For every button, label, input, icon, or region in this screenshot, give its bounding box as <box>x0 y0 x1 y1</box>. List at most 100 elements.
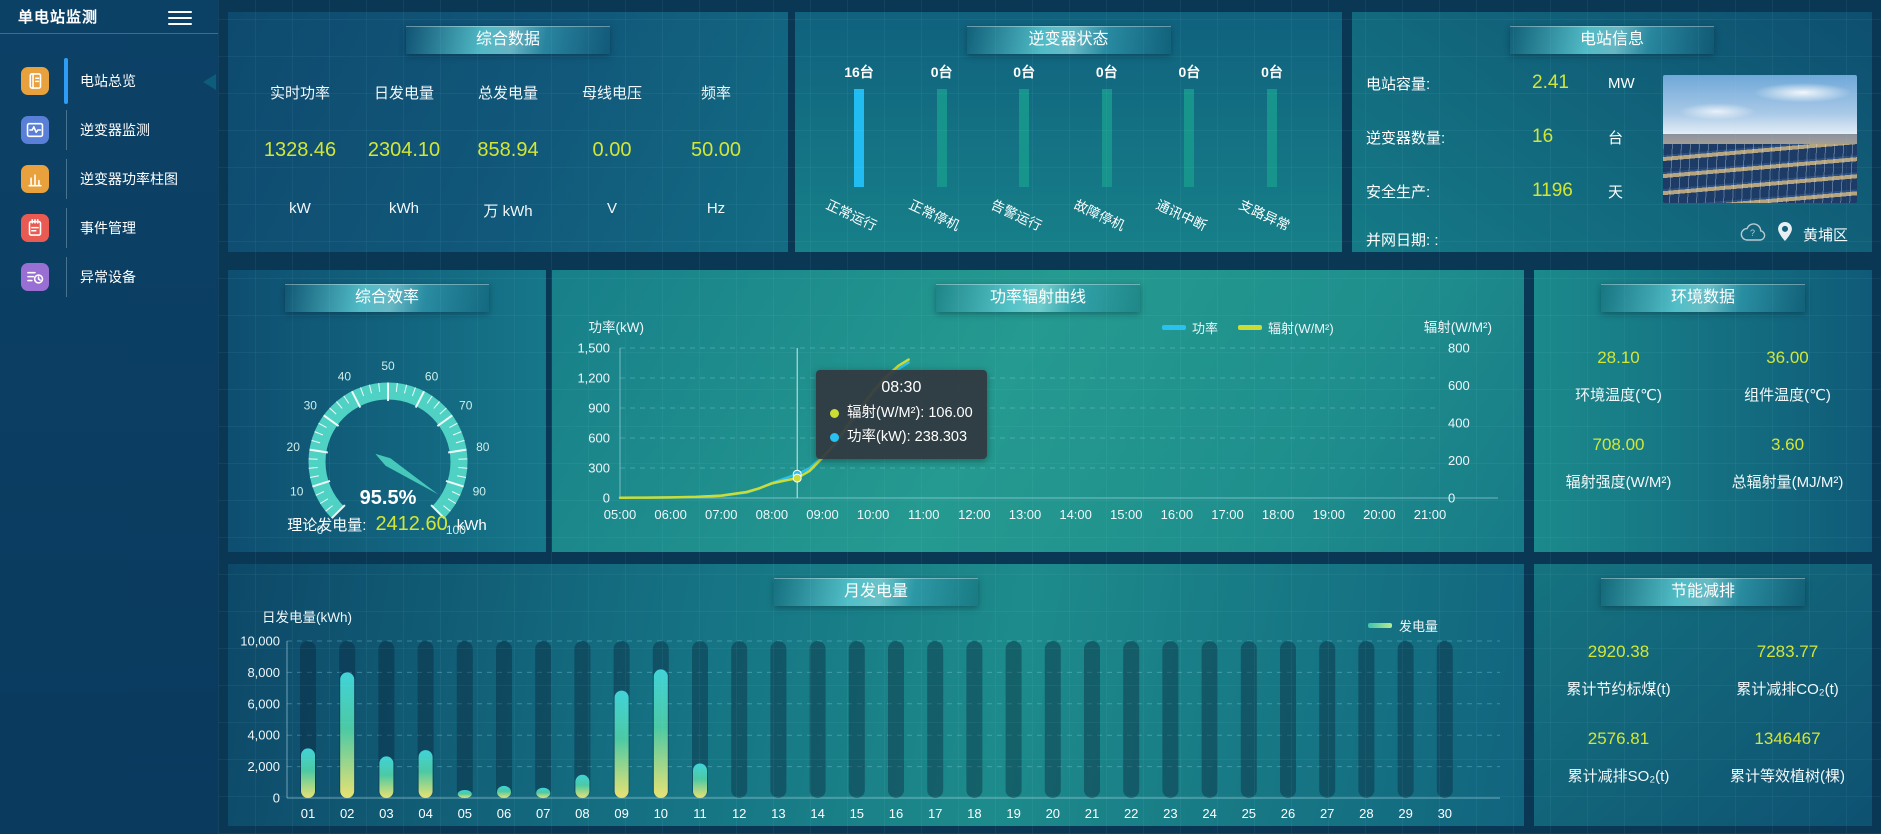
svg-text:17: 17 <box>928 806 942 821</box>
svg-text:8,000: 8,000 <box>247 665 280 680</box>
book-icon <box>21 66 49 95</box>
inverter-status-label: 故障停机 <box>1071 197 1127 234</box>
station-info-row-1: 电站容量: 2.41 MW <box>1366 56 1662 110</box>
info-label: 安全生产: <box>1366 183 1431 201</box>
menu-item-rule <box>66 158 67 199</box>
menu-item-rule <box>66 207 67 248</box>
svg-text:09: 09 <box>614 806 628 821</box>
metric-label: 总发电量 <box>477 85 538 102</box>
tooltip-row: 功率(kW): 238.303 <box>830 425 973 449</box>
metric-label: 组件温度(℃) <box>1744 387 1831 404</box>
svg-text:15:00: 15:00 <box>1110 507 1143 522</box>
panel-title-badge: 月发电量 <box>774 578 978 606</box>
location-pin-icon[interactable] <box>1778 222 1792 246</box>
svg-text:19:00: 19:00 <box>1312 507 1345 522</box>
panel-title: 环境数据 <box>1670 289 1735 306</box>
theoretical-energy-value: 2412.60 <box>375 513 448 535</box>
svg-text:50: 50 <box>381 359 395 373</box>
sidebar-item-label: 逆变器功率柱图 <box>80 170 178 187</box>
sidebar-item-4[interactable]: 事件管理 <box>0 203 218 252</box>
line-chart-legend: 功率 辐射(W/M²) <box>1162 318 1334 337</box>
svg-text:23: 23 <box>1163 806 1177 821</box>
station-location: 黄埔区 <box>1802 226 1848 244</box>
svg-text:13: 13 <box>771 806 785 821</box>
svg-text:0: 0 <box>317 523 324 537</box>
svg-text:17:00: 17:00 <box>1211 507 1244 522</box>
svg-text:10,000: 10,000 <box>240 634 280 649</box>
sidebar-menu: 电站总览逆变器监测逆变器功率柱图事件管理异常设备 <box>0 34 218 301</box>
svg-text:04: 04 <box>418 806 432 821</box>
svg-text:2,000: 2,000 <box>247 759 280 774</box>
panel-overview-data: 综合数据 实时功率 1328.46 kW 日发电量 2304.10 kWh 总发电量 858.… <box>228 12 788 252</box>
info-label: 逆变器数量: <box>1366 129 1446 147</box>
svg-text:6,000: 6,000 <box>247 696 280 711</box>
main-content: 综合数据 实时功率 1328.46 kW 日发电量 2304.10 kWh 总发电量 858.… <box>218 0 1881 834</box>
svg-text:日发电量(kWh): 日发电量(kWh) <box>262 610 352 625</box>
svg-text:20: 20 <box>287 440 301 454</box>
station-info-row-2: 逆变器数量: 16 台 <box>1366 110 1662 164</box>
svg-text:100: 100 <box>446 523 466 537</box>
panel-title: 月发电量 <box>843 583 908 600</box>
metric-value: 1328.46 <box>263 139 337 161</box>
sidebar-item-label: 逆变器监测 <box>80 121 150 138</box>
environment-metric-2: 36.00 组件温度(℃) <box>1703 348 1872 405</box>
monthly-energy-chart[interactable]: 0 2,000 4,000 6,000 8,000 10,000 日发电量(kWh) 01 02… <box>228 564 1524 826</box>
theoretical-energy-unit: kWh <box>456 517 487 534</box>
summary-metric-3: 总发电量 858.94 万 kWh <box>456 68 560 252</box>
svg-text:09:00: 09:00 <box>806 507 839 522</box>
environment-metric-3: 708.00 辐射强度(W/M²) <box>1534 435 1703 492</box>
panel-title-badge: 环境数据 <box>1601 284 1805 312</box>
legend-dash-icon <box>1162 325 1186 330</box>
svg-text:80: 80 <box>476 440 490 454</box>
station-photo <box>1663 75 1857 203</box>
svg-text:16: 16 <box>889 806 903 821</box>
savings-metrics: 2920.38 累计节约标煤(t) 7283.77 累计减排CO₂(t) 2576.81… <box>1534 642 1872 786</box>
svg-text:25: 25 <box>1242 806 1256 821</box>
sidebar-item-5[interactable]: 异常设备 <box>0 252 218 301</box>
svg-text:18: 18 <box>967 806 981 821</box>
svg-text:05: 05 <box>458 806 472 821</box>
legend-item[interactable]: 功率 <box>1162 318 1218 337</box>
metric-value: 2304.10 <box>367 139 441 161</box>
inverter-status-label: 告警运行 <box>988 197 1045 234</box>
sidebar-item-2[interactable]: 逆变器监测 <box>0 105 218 154</box>
efficiency-gauge-chart[interactable]: 0 10 20 30 40 50 60 70 80 90 100 95.5% <box>228 304 546 549</box>
sidebar-collapse-arrow[interactable] <box>203 74 216 90</box>
svg-text:400: 400 <box>1448 416 1470 431</box>
legend-label: 发电量 <box>1399 619 1439 634</box>
savings-metric-3: 2576.81 累计减排SO₂(t) <box>1534 729 1703 786</box>
sidebar-item-label: 异常设备 <box>80 268 136 285</box>
summary-metric-5: 频率 50.00 Hz <box>664 68 768 252</box>
series-dot-icon <box>830 432 839 442</box>
savings-metric-4: 1346467 累计等效植树(棵) <box>1703 729 1872 786</box>
station-info-rows: 电站容量: 2.41 MW 逆变器数量: 16 台安全生产: 1196 天并网日期: : <box>1366 56 1662 260</box>
panel-title: 逆变器状态 <box>1028 31 1109 48</box>
svg-text:13:00: 13:00 <box>1009 507 1042 522</box>
panel-station-info: 电站信息 电站容量: 2.41 MW 逆变器数量: 16 台安全生产: 1196 天并网日期:… <box>1352 12 1872 252</box>
info-value: 1196 <box>1532 180 1573 201</box>
svg-text:12: 12 <box>732 806 746 821</box>
power-radiation-chart[interactable]: 0 300 600 900 1,200 1,500 0 200 400 600 800 05:00 06… <box>552 270 1524 552</box>
panel-title: 电站信息 <box>1579 31 1644 48</box>
summary-metric-4: 母线电压 0.00 V <box>560 68 664 252</box>
weather-cloud-icon: ? <box>1740 222 1767 246</box>
svg-text:06: 06 <box>497 806 511 821</box>
sidebar-item-1[interactable]: 电站总览 <box>0 56 218 105</box>
panel-title: 综合效率 <box>354 289 419 306</box>
legend-item[interactable]: 辐射(W/M²) <box>1238 318 1334 337</box>
svg-text:24: 24 <box>1202 806 1216 821</box>
panel-title: 节能减排 <box>1670 583 1735 600</box>
metric-label: 总辐射量(MJ/M²) <box>1731 474 1844 491</box>
metric-value: 50.00 <box>690 139 742 161</box>
metric-label: 辐射强度(W/M²) <box>1565 474 1672 491</box>
legend-label: 辐射(W/M²) <box>1268 321 1334 336</box>
sidebar-item-3[interactable]: 逆变器功率柱图 <box>0 154 218 203</box>
svg-text:28: 28 <box>1359 806 1373 821</box>
menu-item-rule <box>66 109 67 150</box>
menu-toggle-icon[interactable] <box>168 7 192 29</box>
svg-text:08:00: 08:00 <box>756 507 789 522</box>
metric-value: 28.10 <box>1597 348 1640 367</box>
svg-text:14:00: 14:00 <box>1059 507 1092 522</box>
devlist-icon <box>21 262 49 291</box>
station-footer: ? 黄埔区 <box>1740 222 1848 246</box>
